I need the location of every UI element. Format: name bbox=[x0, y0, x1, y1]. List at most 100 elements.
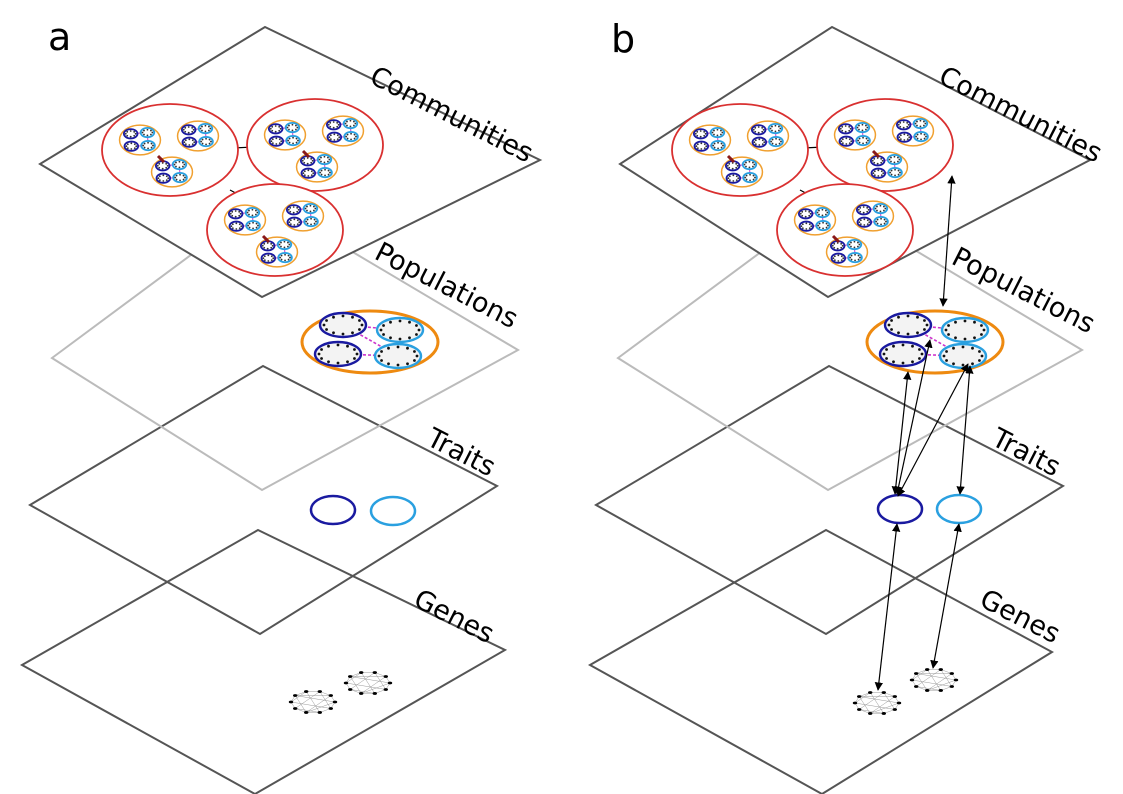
individual-dot bbox=[336, 134, 339, 137]
individual-dot bbox=[280, 241, 282, 244]
individual-dot bbox=[146, 128, 149, 131]
individual-dot bbox=[301, 159, 304, 162]
individual-dot bbox=[952, 362, 955, 366]
individual-dot bbox=[346, 344, 349, 348]
individual-dot bbox=[175, 178, 178, 181]
gene-edge bbox=[361, 682, 391, 694]
individual-dot bbox=[413, 350, 416, 353]
individual-dot bbox=[272, 257, 275, 260]
individual-dot bbox=[303, 157, 306, 160]
individual-dot bbox=[854, 253, 856, 256]
link-community-population bbox=[939, 175, 956, 307]
individual-dot bbox=[874, 207, 877, 210]
individual-dot bbox=[893, 155, 896, 158]
individual-dot bbox=[694, 132, 697, 135]
individual-dot bbox=[879, 210, 882, 213]
individual-dot bbox=[882, 172, 885, 175]
individual-dot bbox=[906, 134, 909, 137]
gene-node bbox=[857, 695, 862, 698]
individual-dot bbox=[916, 137, 919, 140]
link-population-trait-4 bbox=[956, 365, 974, 495]
individual-dot bbox=[183, 141, 186, 144]
individual-dot bbox=[324, 168, 326, 171]
individual-dot bbox=[858, 141, 861, 144]
individual-dot bbox=[982, 328, 986, 332]
individual-dot bbox=[406, 346, 409, 350]
individual-dot bbox=[319, 171, 322, 174]
individual-dot bbox=[894, 174, 896, 177]
individual-dot bbox=[175, 161, 177, 164]
individual-dot bbox=[279, 256, 282, 259]
individual-dot bbox=[134, 132, 137, 135]
individual-dot bbox=[808, 227, 811, 230]
individual-dot bbox=[899, 125, 902, 128]
individual-dot bbox=[848, 138, 851, 141]
individual-dot bbox=[840, 259, 843, 262]
gene-node bbox=[304, 711, 309, 714]
individual-dot bbox=[133, 147, 136, 150]
individual-dot bbox=[310, 170, 313, 173]
individual-dot bbox=[850, 140, 853, 143]
individual-cluster bbox=[375, 316, 425, 344]
individual-dot bbox=[208, 142, 211, 145]
individual-dot bbox=[295, 137, 298, 140]
trait-node-dark bbox=[876, 493, 924, 525]
individual-dot bbox=[857, 254, 860, 257]
individual-dot bbox=[263, 255, 266, 258]
individual-dot bbox=[161, 167, 164, 170]
individual-dot bbox=[413, 359, 416, 362]
individual-dot bbox=[157, 177, 160, 180]
gene-edge bbox=[915, 673, 928, 691]
individual-dot bbox=[311, 159, 314, 162]
individual-dot bbox=[306, 209, 308, 212]
individual-dot bbox=[130, 148, 133, 150]
individual-dot bbox=[771, 129, 773, 132]
individual-dot bbox=[314, 207, 317, 210]
gene-node bbox=[953, 678, 959, 682]
communities-network bbox=[101, 98, 384, 277]
individual-dot bbox=[865, 137, 868, 140]
individual-dot bbox=[954, 320, 957, 324]
individual-dot bbox=[925, 323, 929, 327]
individual-dot bbox=[770, 140, 773, 143]
individual-dot bbox=[354, 122, 357, 125]
individual-dot bbox=[758, 138, 761, 141]
individual-dot bbox=[332, 121, 335, 123]
individual-dot bbox=[754, 139, 757, 142]
individual-dot bbox=[881, 159, 884, 162]
individual-dot bbox=[346, 120, 348, 123]
individual-dot bbox=[920, 352, 924, 356]
individual-dot bbox=[165, 162, 168, 165]
individual-dot bbox=[205, 137, 207, 140]
individual-dot bbox=[315, 220, 317, 223]
individual-dot bbox=[754, 130, 757, 133]
individual-dot bbox=[302, 172, 305, 175]
individual-dot bbox=[857, 245, 859, 248]
individual-dot bbox=[271, 125, 274, 128]
individual-dot bbox=[880, 170, 883, 173]
individual-dot bbox=[920, 138, 922, 141]
gene-edge bbox=[926, 669, 942, 691]
gene-node bbox=[949, 672, 954, 675]
individual-dot bbox=[713, 129, 715, 132]
individual-dot bbox=[879, 204, 882, 207]
individual-dot bbox=[312, 172, 315, 175]
individual-dot bbox=[205, 143, 207, 146]
gene-edge bbox=[854, 702, 895, 710]
individual-dot bbox=[396, 345, 400, 349]
gene-network-2 bbox=[343, 671, 393, 695]
gene-node bbox=[359, 671, 364, 674]
gene-node bbox=[328, 694, 333, 697]
populations-network bbox=[865, 309, 1005, 375]
individual-dot bbox=[296, 126, 299, 129]
individual-dot bbox=[897, 169, 900, 172]
individual-dot bbox=[143, 142, 146, 145]
individual-dot bbox=[229, 212, 232, 215]
individual-dot bbox=[406, 362, 409, 366]
individual-dot bbox=[293, 218, 296, 221]
individual-dot bbox=[849, 256, 852, 259]
individual-dot bbox=[141, 131, 144, 134]
individual-dot bbox=[288, 221, 291, 224]
gene-edge bbox=[870, 696, 895, 714]
traits-plane bbox=[594, 364, 1066, 636]
